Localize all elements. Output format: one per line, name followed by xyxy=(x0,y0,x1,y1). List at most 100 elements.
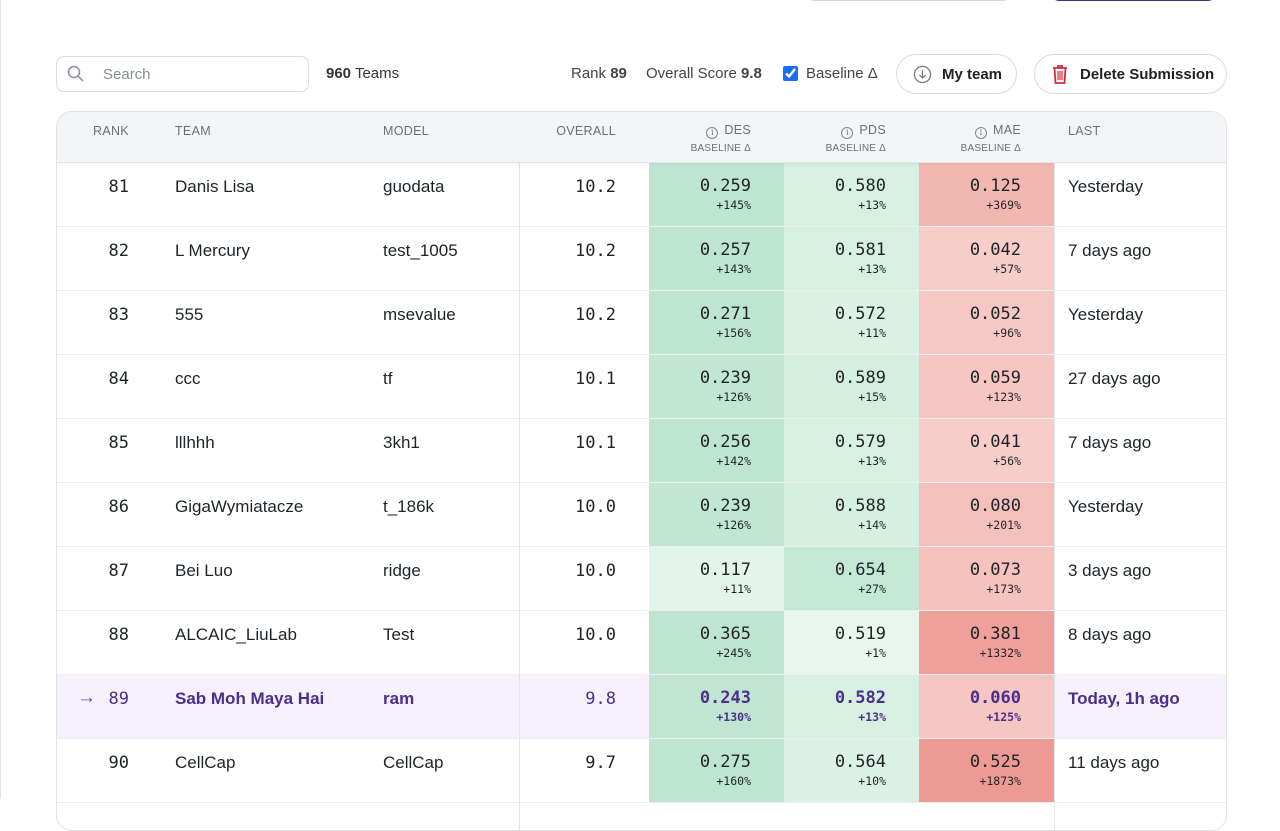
team-cell: 555 xyxy=(175,305,204,324)
col-des-label: DES xyxy=(724,123,751,137)
baseline-label[interactable]: Baseline Δ xyxy=(806,65,878,82)
baseline-checkbox[interactable] xyxy=(783,66,798,81)
des-baseline-delta: +156% xyxy=(716,326,751,340)
mae-cell: 0.073 +173% xyxy=(919,547,1054,610)
des-cell: 0.239 +126% xyxy=(649,483,784,546)
col-mae-label: MAE xyxy=(993,123,1021,137)
table-header: RANK TEAM MODEL OVERALL i DES BASELINE Δ i… xyxy=(57,112,1226,163)
my-overall-score: Overall Score 9.8 xyxy=(646,65,762,82)
model-cell: ram xyxy=(383,689,415,708)
des-cell: 0.257 +143% xyxy=(649,227,784,290)
table-row[interactable]: 88 ALCAIC_LiuLab Test 10.0 0.365 +245% 0.519 +1… xyxy=(57,611,1226,675)
overall-cell: 10.2 xyxy=(575,177,616,197)
model-cell: tf xyxy=(383,369,393,388)
table-row[interactable]: 86 GigaWymiatacze t_186k 10.0 0.239 +126% 0.58… xyxy=(57,483,1226,547)
search-box[interactable] xyxy=(56,56,309,92)
last-submission-cell: Yesterday xyxy=(1068,497,1143,516)
team-cell: L Mercury xyxy=(175,241,250,260)
col-last[interactable]: LAST xyxy=(1068,124,1101,138)
pds-cell: 0.572 +11% xyxy=(784,291,919,354)
pds-baseline-delta: +15% xyxy=(858,390,886,404)
mae-value: 0.525 xyxy=(969,752,1021,772)
des-value: 0.257 xyxy=(699,240,751,260)
pds-cell: 0.564 +10% xyxy=(784,739,919,802)
delete-submission-button[interactable]: Delete Submission xyxy=(1034,54,1227,94)
mae-baseline-delta: +201% xyxy=(986,518,1021,532)
my-team-button[interactable]: My team xyxy=(896,54,1017,94)
pds-baseline-delta: +13% xyxy=(858,454,886,468)
mae-value: 0.059 xyxy=(969,368,1021,388)
trash-icon xyxy=(1053,65,1067,84)
pds-cell: 0.654 +27% xyxy=(784,547,919,610)
pds-value: 0.519 xyxy=(834,624,886,644)
col-mae-sub: BASELINE Δ xyxy=(960,143,1021,154)
col-mae[interactable]: i MAE BASELINE Δ xyxy=(919,123,1021,154)
table-row[interactable]: 81 Danis Lisa guodata 10.2 0.259 +145% 0.580 +1… xyxy=(57,163,1226,227)
rank-cell: 86 xyxy=(108,497,129,517)
col-des[interactable]: i DES BASELINE Δ xyxy=(649,123,751,154)
des-cell: 0.365 +245% xyxy=(649,611,784,674)
pds-value: 0.580 xyxy=(834,176,886,196)
des-baseline-delta: +130% xyxy=(716,710,751,724)
team-cell: Sab Moh Maya Hai xyxy=(175,689,325,708)
top-secondary-button[interactable] xyxy=(806,0,1011,1)
des-cell: 0.239 +126% xyxy=(649,355,784,418)
pds-value: 0.588 xyxy=(834,496,886,516)
mae-baseline-delta: +96% xyxy=(993,326,1021,340)
mae-cell: 0.052 +96% xyxy=(919,291,1054,354)
des-baseline-delta: +145% xyxy=(716,198,751,212)
des-cell: 0.117 +11% xyxy=(649,547,784,610)
col-rank[interactable]: RANK xyxy=(93,124,129,138)
model-cell: 3kh1 xyxy=(383,433,420,452)
rank-cell: 90 xyxy=(108,753,129,773)
table-row[interactable]: 85 lllhhh 3kh1 10.1 0.256 +142% 0.579 +13% 0.041… xyxy=(57,419,1226,483)
col-team[interactable]: TEAM xyxy=(175,124,211,138)
pds-value: 0.582 xyxy=(834,688,886,708)
team-cell: Danis Lisa xyxy=(175,177,255,196)
top-primary-button[interactable] xyxy=(1051,0,1216,1)
col-pds-label: PDS xyxy=(859,123,886,137)
mae-value: 0.125 xyxy=(969,176,1021,196)
search-icon xyxy=(67,65,84,82)
pds-baseline-delta: +27% xyxy=(858,582,886,596)
info-icon[interactable]: i xyxy=(975,127,987,139)
col-pds[interactable]: i PDS BASELINE Δ xyxy=(784,123,886,154)
pds-cell: 0.581 +13% xyxy=(784,227,919,290)
table-row[interactable]: 87 Bei Luo ridge 10.0 0.117 +11% 0.654 +27% 0.07… xyxy=(57,547,1226,611)
mae-cell: 0.125 +369% xyxy=(919,163,1054,226)
table-row-my-team[interactable]: → 89 Sab Moh Maya Hai ram 9.8 0.243 +130% 0.582… xyxy=(57,675,1226,739)
col-model[interactable]: MODEL xyxy=(383,124,429,138)
model-cell: msevalue xyxy=(383,305,456,324)
col-pds-sub: BASELINE Δ xyxy=(825,143,886,154)
rank-cell: 89 xyxy=(108,689,129,709)
pds-baseline-delta: +13% xyxy=(858,198,886,212)
last-submission-cell: 8 days ago xyxy=(1068,625,1152,644)
teams-count-value: 960 xyxy=(326,65,352,82)
table-row[interactable]: 83 555 msevalue 10.2 0.271 +156% 0.572 +11% 0.05… xyxy=(57,291,1226,355)
pds-baseline-delta: +13% xyxy=(858,710,886,724)
info-icon[interactable]: i xyxy=(841,127,854,139)
des-cell: 0.271 +156% xyxy=(649,291,784,354)
pds-cell: 0.589 +15% xyxy=(784,355,919,418)
mae-value: 0.052 xyxy=(969,304,1021,324)
table-row[interactable]: 90 CellCap CellCap 9.7 0.275 +160% 0.564 +10% 0.… xyxy=(57,739,1226,803)
pds-value: 0.654 xyxy=(834,560,886,580)
team-cell: lllhhh xyxy=(175,433,215,452)
table-row[interactable]: 82 L Mercury test_1005 10.2 0.257 +143% 0.581 +… xyxy=(57,227,1226,291)
rank-cell: 87 xyxy=(108,561,129,581)
pds-cell: 0.580 +13% xyxy=(784,163,919,226)
rank-cell: 81 xyxy=(108,177,129,197)
info-icon[interactable]: i xyxy=(706,127,719,139)
my-team-label: My team xyxy=(942,65,1003,83)
pds-baseline-delta: +11% xyxy=(858,326,886,340)
col-overall[interactable]: OVERALL xyxy=(556,124,616,138)
table-row[interactable]: 84 ccc tf 10.1 0.239 +126% 0.589 +15% 0.059 +123%… xyxy=(57,355,1226,419)
last-submission-cell: 27 days ago xyxy=(1068,369,1161,388)
search-input[interactable] xyxy=(103,65,283,83)
des-cell: 0.275 +160% xyxy=(649,739,784,802)
mae-baseline-delta: +1873% xyxy=(979,774,1021,788)
overall-cell: 10.1 xyxy=(575,433,616,453)
mae-cell: 0.381 +1332% xyxy=(919,611,1054,674)
model-cell: CellCap xyxy=(383,753,444,772)
arrow-down-circle-icon xyxy=(913,65,932,83)
